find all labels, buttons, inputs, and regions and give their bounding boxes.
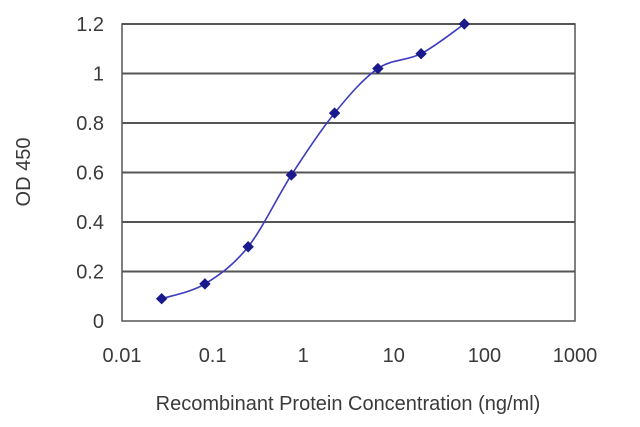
x-tick-label: 1 bbox=[298, 345, 309, 367]
y-axis-ticks: 0 0.2 0.4 0.6 0.8 1 1.2 bbox=[76, 14, 104, 333]
data-points bbox=[155, 18, 471, 305]
x-axis-title: Recombinant Protein Concentration (ng/ml… bbox=[156, 393, 541, 415]
y-tick-label: 0.8 bbox=[76, 113, 104, 135]
data-point-2 bbox=[242, 241, 254, 253]
data-point-0 bbox=[155, 293, 168, 305]
data-point-4 bbox=[328, 107, 341, 119]
data-point-1 bbox=[199, 278, 211, 290]
y-tick-label: 0.2 bbox=[76, 262, 104, 284]
y-tick-label: 1 bbox=[93, 64, 104, 86]
x-axis-ticks: 0.01 0.1 1 10 100 1000 bbox=[103, 345, 598, 367]
data-point-6 bbox=[415, 47, 427, 60]
series-line-0 bbox=[161, 23, 465, 300]
x-tick-label: 100 bbox=[468, 345, 501, 367]
y-axis-title: OD 450 bbox=[13, 138, 35, 207]
data-point-3 bbox=[285, 169, 298, 181]
y-tick-label: 0.4 bbox=[76, 212, 104, 234]
x-tick-label: 10 bbox=[383, 345, 405, 367]
data-point-7 bbox=[458, 18, 471, 30]
data-point-5 bbox=[372, 62, 384, 75]
y-tick-label: 0 bbox=[93, 311, 104, 333]
x-tick-label: 1000 bbox=[553, 345, 598, 367]
series-lines bbox=[161, 23, 465, 300]
x-tick-label: 0.01 bbox=[103, 345, 142, 367]
gridlines bbox=[122, 23, 575, 273]
y-tick-label: 0.6 bbox=[76, 163, 104, 185]
y-tick-label: 1.2 bbox=[76, 14, 104, 36]
x-tick-label: 0.1 bbox=[199, 345, 227, 367]
